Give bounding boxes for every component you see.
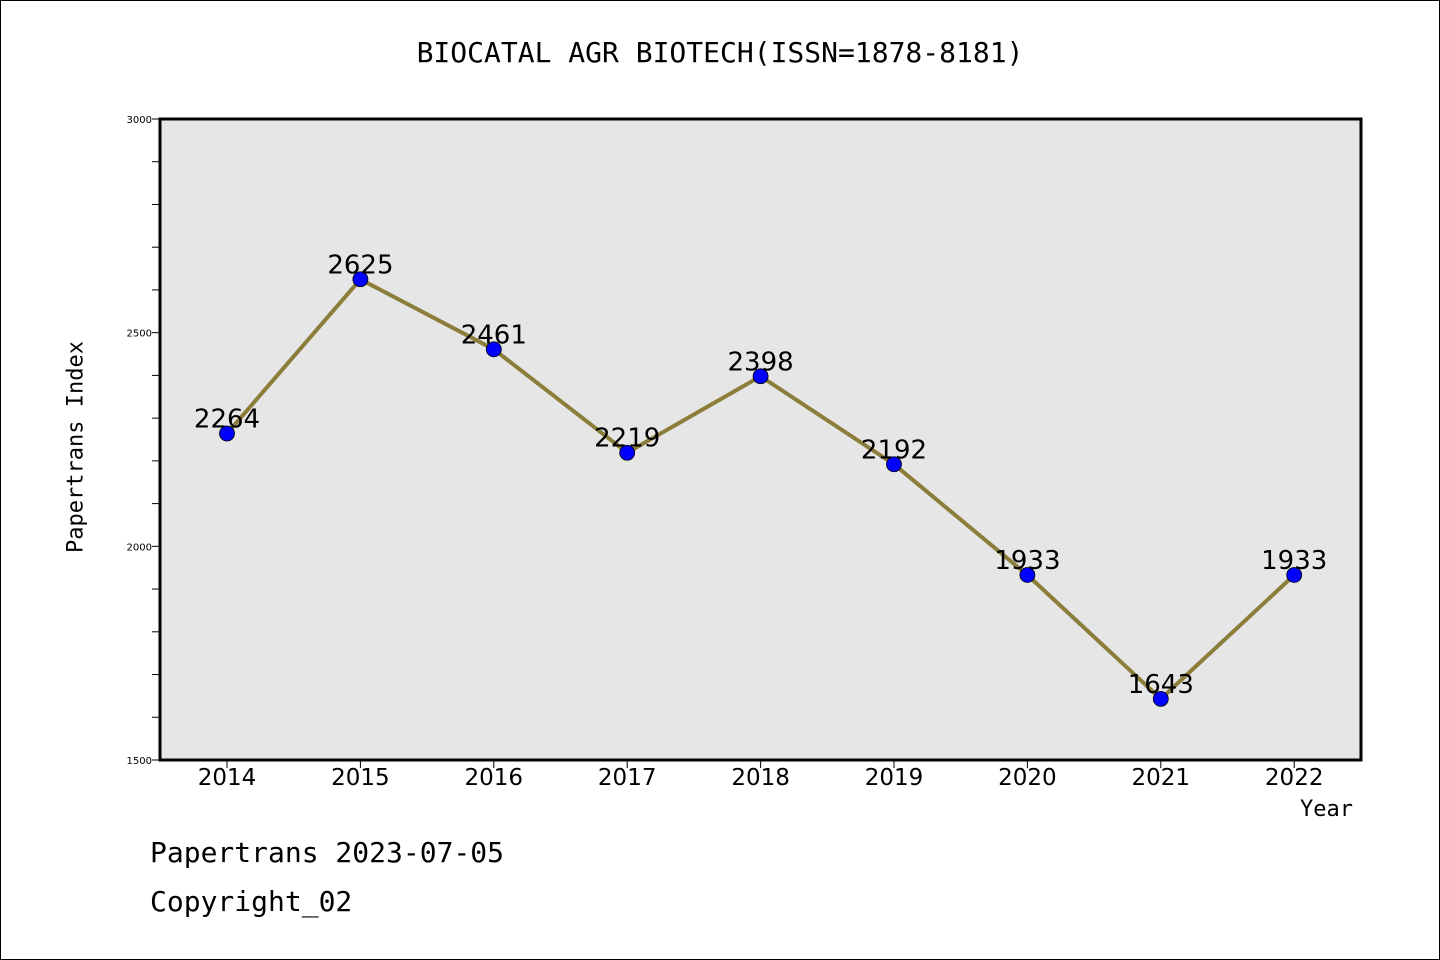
- x-tick-label: 2021: [1132, 765, 1191, 791]
- data-point: [219, 425, 235, 442]
- data-label: 1933: [994, 546, 1060, 576]
- x-tick-label: 2022: [1265, 765, 1324, 791]
- data-point: [1019, 567, 1036, 583]
- data-point: [1286, 567, 1303, 583]
- data-label: 1643: [1128, 670, 1194, 700]
- data-label: 2398: [728, 347, 794, 377]
- x-tick-label: 2017: [598, 765, 657, 791]
- data-label: 2625: [327, 250, 393, 280]
- x-tick-label: 2018: [731, 765, 790, 791]
- data-point: [485, 341, 502, 358]
- y-tick-label: 2500: [127, 329, 152, 340]
- y-tick-label: 1500: [127, 756, 152, 767]
- x-axis-label: Year: [1300, 797, 1353, 822]
- data-point: [619, 444, 636, 461]
- plot-area: [158, 117, 1363, 762]
- data-point: [352, 271, 369, 288]
- data-label: 2461: [461, 320, 527, 350]
- data-point: [1152, 690, 1169, 707]
- chart-title: BIOCATAL AGR BIOTECH(ISSN=1878-8181): [416, 36, 1024, 69]
- data-point: [886, 456, 902, 473]
- x-tick-label: 2015: [331, 765, 390, 791]
- data-label: 2219: [594, 424, 660, 454]
- x-tick-label: 2020: [998, 765, 1057, 791]
- x-tick-label: 2014: [198, 765, 257, 791]
- data-label: 1933: [1261, 546, 1327, 576]
- x-tick-label: 2019: [865, 765, 924, 791]
- y-tick-label: 3000: [127, 115, 152, 126]
- data-label: 2264: [194, 405, 260, 435]
- y-axis-label: Papertrans Index: [63, 341, 89, 553]
- data-label: 2192: [861, 435, 927, 465]
- x-tick-label: 2016: [465, 765, 524, 791]
- footer-date: Papertrans 2023-07-05: [150, 836, 505, 869]
- data-point: [752, 368, 769, 385]
- y-tick-label: 2000: [127, 542, 152, 553]
- footer-copyright: Copyright_02: [150, 885, 353, 918]
